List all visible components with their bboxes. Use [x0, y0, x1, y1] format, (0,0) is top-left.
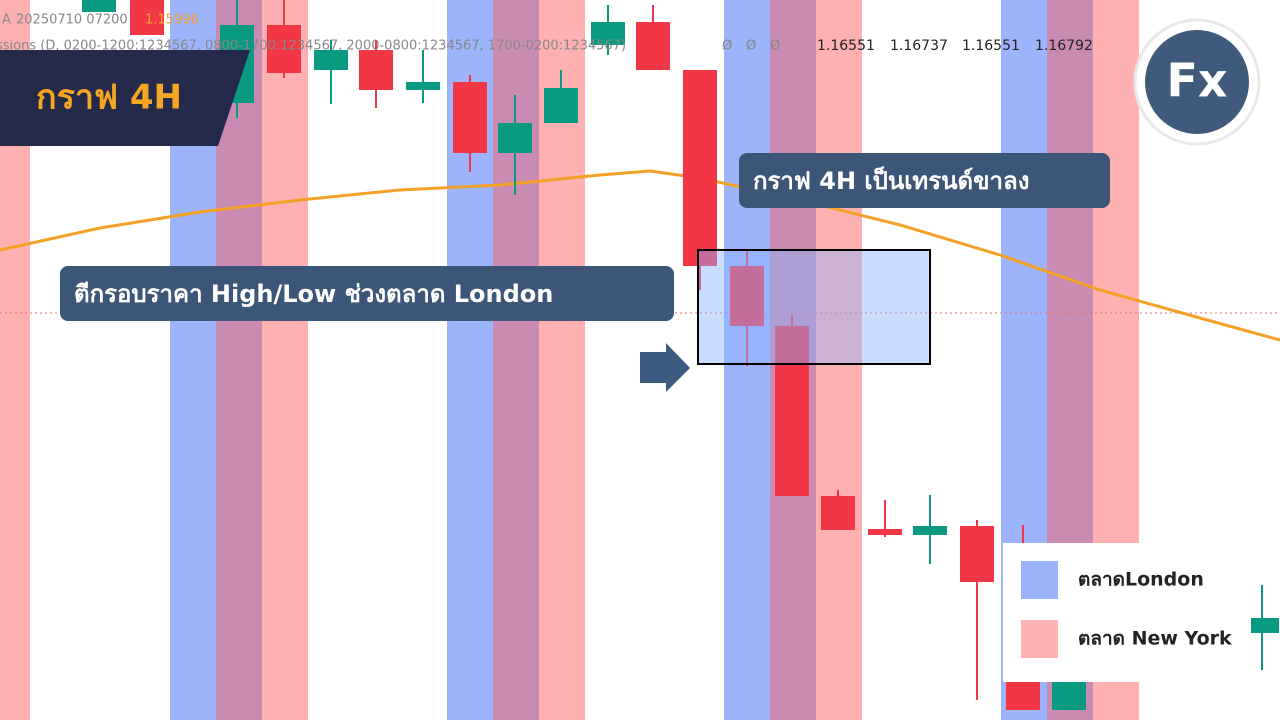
arrow	[640, 343, 690, 392]
candle-body	[775, 326, 809, 496]
candle-body	[730, 266, 764, 326]
candle-body	[130, 0, 164, 35]
legend: ตลาดLondon ตลาด New York	[1003, 543, 1251, 682]
candle-body	[913, 526, 947, 535]
candle-body	[314, 50, 348, 70]
annotation: กราฟ 4H เป็นเทรนด์ขาลง	[753, 166, 1029, 195]
moving-average	[0, 169, 1280, 342]
candle-body	[868, 529, 902, 535]
legend-swatch	[1021, 620, 1058, 658]
candle-body	[267, 25, 301, 73]
ohlc-value: 1.16792	[1035, 38, 1093, 54]
legend-label: ตลาด New York	[1078, 628, 1232, 650]
candle-body	[960, 526, 994, 582]
candle-body	[821, 496, 855, 530]
band	[262, 0, 308, 720]
header-value: 1.15996	[145, 13, 199, 28]
range-box	[697, 249, 931, 365]
flag: Ø	[770, 39, 780, 54]
logo	[1145, 30, 1249, 134]
candle-body	[544, 88, 578, 123]
candle-body	[591, 22, 625, 45]
band	[816, 0, 862, 720]
badge	[0, 50, 250, 146]
flag: Ø	[722, 39, 732, 54]
header-code: 20250710 07200	[16, 13, 128, 28]
badge-title: กราฟ 4H	[36, 78, 182, 118]
legend-swatch	[1021, 561, 1058, 599]
candle-body	[359, 50, 393, 90]
candle-body	[82, 0, 116, 12]
annotation-box	[60, 266, 674, 321]
candle-body	[683, 70, 717, 266]
annotation: ตีกรอบราคา High/Low ช่วงตลาด London	[74, 280, 553, 308]
candles	[82, 0, 1279, 710]
candle-body	[406, 82, 440, 90]
annotation-box	[739, 153, 1110, 208]
ohlc-value: 1.16551	[817, 38, 875, 54]
candle-body	[636, 22, 670, 70]
flag: Ø	[746, 39, 756, 54]
header-sessions: ssions (D, 0200-1200:1234567, 0800-1700:…	[0, 39, 626, 54]
candle-body	[453, 82, 487, 153]
candle-body	[498, 123, 532, 153]
legend-label: ตลาดLondon	[1078, 569, 1204, 591]
logo-text: Fx	[1166, 54, 1227, 108]
candle-body	[1245, 618, 1279, 633]
ohlc-value: 1.16737	[890, 38, 948, 54]
ohlc-value: 1.16551	[962, 38, 1020, 54]
header-prefix: A	[2, 13, 11, 28]
